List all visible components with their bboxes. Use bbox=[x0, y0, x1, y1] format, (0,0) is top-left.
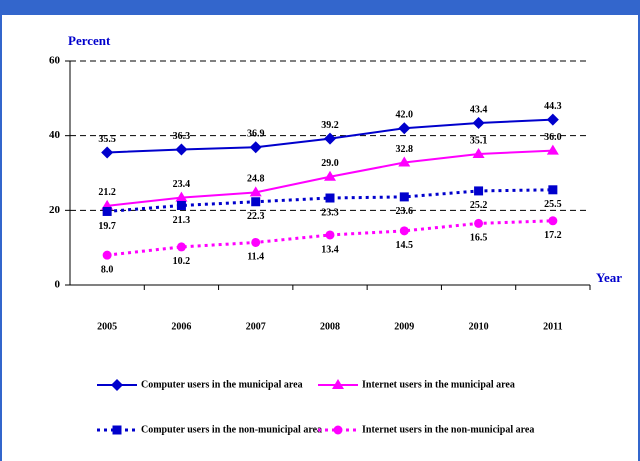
value-label: 14.5 bbox=[396, 240, 414, 251]
x-tick-label: 2011 bbox=[543, 321, 562, 332]
marker bbox=[324, 170, 336, 181]
value-label: 25.2 bbox=[470, 200, 488, 211]
value-label: 21.3 bbox=[173, 215, 191, 226]
marker bbox=[546, 144, 559, 155]
value-label: 25.5 bbox=[544, 199, 562, 210]
value-label: 36.0 bbox=[544, 132, 562, 143]
marker bbox=[175, 191, 188, 202]
value-label: 17.2 bbox=[544, 230, 562, 241]
marker bbox=[324, 132, 336, 145]
marker bbox=[399, 226, 409, 236]
value-label: 39.2 bbox=[321, 120, 339, 131]
marker bbox=[249, 141, 262, 154]
marker bbox=[333, 425, 343, 435]
value-label: 36.9 bbox=[247, 129, 265, 140]
marker bbox=[474, 186, 484, 196]
marker bbox=[112, 425, 122, 435]
value-label: 35.1 bbox=[470, 135, 488, 146]
marker bbox=[472, 116, 485, 129]
marker bbox=[325, 193, 335, 203]
value-label: 13.4 bbox=[321, 244, 339, 255]
value-label: 19.7 bbox=[98, 221, 116, 232]
y-tick-label: 60 bbox=[49, 55, 61, 67]
marker bbox=[102, 250, 112, 260]
marker bbox=[546, 113, 559, 126]
marker bbox=[332, 379, 344, 389]
x-tick-label: 2010 bbox=[469, 321, 489, 332]
x-tick-label: 2009 bbox=[394, 321, 414, 332]
marker bbox=[398, 122, 411, 135]
value-label: 21.2 bbox=[98, 187, 116, 198]
marker bbox=[102, 206, 112, 216]
value-label: 44.3 bbox=[544, 101, 562, 112]
top-bar bbox=[0, 0, 640, 15]
value-label: 23.6 bbox=[396, 206, 414, 217]
marker bbox=[251, 197, 261, 207]
marker bbox=[101, 146, 114, 159]
x-tick-label: 2007 bbox=[246, 321, 266, 332]
x-tick-label: 2008 bbox=[320, 321, 340, 332]
y-tick-label: 40 bbox=[49, 129, 61, 141]
legend-label: Computer users in the municipal area bbox=[141, 379, 303, 390]
marker bbox=[474, 218, 484, 228]
y-tick-label: 20 bbox=[49, 204, 61, 216]
value-label: 23.3 bbox=[321, 207, 339, 218]
left-border bbox=[0, 0, 2, 461]
marker bbox=[399, 192, 409, 202]
marker bbox=[325, 230, 335, 240]
x-tick-label: 2006 bbox=[171, 321, 191, 332]
value-label: 11.4 bbox=[247, 252, 264, 263]
marker bbox=[175, 143, 188, 156]
value-label: 43.4 bbox=[470, 104, 488, 115]
legend-label: Internet users in the non-municipal area bbox=[362, 424, 534, 435]
x-axis-label: Year bbox=[596, 270, 622, 285]
marker bbox=[548, 216, 558, 226]
value-label: 42.0 bbox=[396, 109, 414, 120]
marker bbox=[548, 185, 558, 195]
value-label: 23.4 bbox=[173, 179, 191, 190]
value-label: 32.8 bbox=[396, 144, 414, 155]
marker bbox=[398, 156, 411, 167]
legend-label: Internet users in the municipal area bbox=[362, 379, 515, 390]
y-tick-label: 0 bbox=[55, 279, 61, 291]
legend-label: Computer users in the non-municipal area bbox=[141, 424, 322, 435]
value-label: 29.0 bbox=[321, 158, 339, 169]
value-label: 10.2 bbox=[173, 256, 191, 267]
y-axis-label: Percent bbox=[68, 33, 111, 48]
value-label: 24.8 bbox=[247, 174, 265, 185]
value-label: 16.5 bbox=[470, 233, 488, 244]
value-label: 36.3 bbox=[173, 131, 191, 142]
value-label: 8.0 bbox=[101, 264, 114, 275]
marker bbox=[176, 200, 186, 210]
marker bbox=[111, 379, 123, 391]
x-tick-label: 2005 bbox=[97, 321, 117, 332]
marker bbox=[249, 186, 262, 197]
marker bbox=[472, 147, 485, 158]
value-label: 22.3 bbox=[247, 211, 265, 222]
value-label: 35.5 bbox=[98, 134, 116, 145]
marker bbox=[176, 242, 186, 252]
right-border bbox=[638, 0, 640, 461]
marker bbox=[251, 237, 261, 247]
